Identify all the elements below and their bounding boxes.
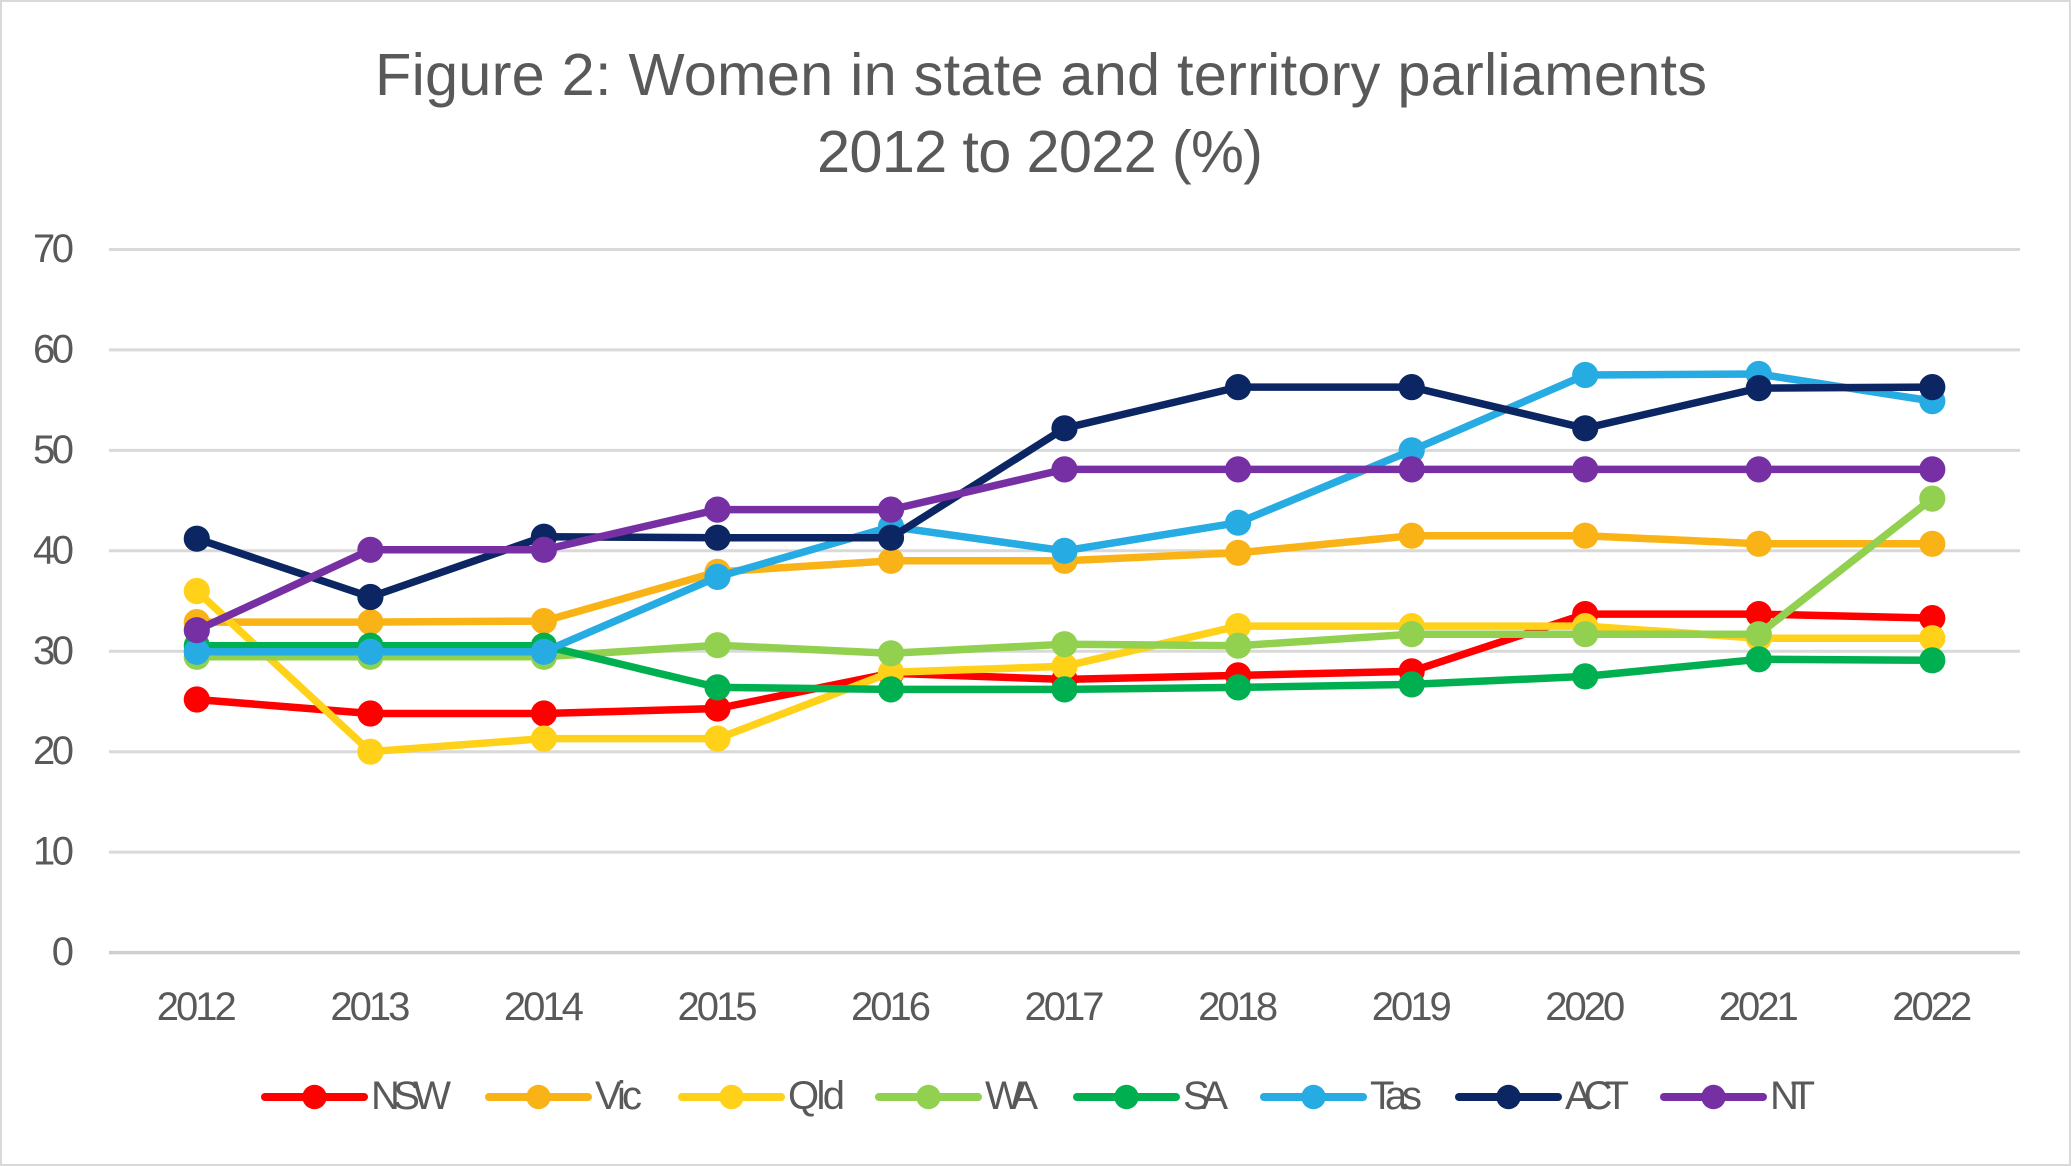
svg-text:Qld: Qld (788, 1074, 845, 1118)
svg-text:2012 to 2022 (%): 2012 to 2022 (%) (817, 118, 1263, 185)
svg-text:70: 70 (33, 227, 74, 271)
svg-text:Vic: Vic (595, 1074, 642, 1118)
svg-text:2018: 2018 (1198, 985, 1278, 1029)
svg-text:NSW: NSW (371, 1074, 451, 1118)
svg-text:2013: 2013 (330, 985, 410, 1029)
svg-text:2014: 2014 (504, 985, 584, 1029)
svg-text:20: 20 (33, 729, 74, 773)
svg-text:2020: 2020 (1545, 985, 1625, 1029)
svg-text:2022: 2022 (1892, 985, 1972, 1029)
svg-text:Figure 2: Women in state and t: Figure 2: Women in state and territory p… (375, 41, 1707, 108)
svg-text:Tas: Tas (1370, 1074, 1422, 1118)
svg-text:2021: 2021 (1719, 985, 1799, 1029)
svg-text:0: 0 (52, 930, 74, 974)
svg-text:60: 60 (33, 327, 74, 371)
svg-text:30: 30 (33, 629, 74, 673)
svg-text:WA: WA (985, 1074, 1038, 1118)
svg-text:2012: 2012 (157, 985, 237, 1029)
svg-text:50: 50 (33, 428, 74, 472)
svg-text:40: 40 (33, 528, 74, 572)
svg-text:2016: 2016 (851, 985, 931, 1029)
svg-text:10: 10 (33, 830, 74, 874)
svg-text:2015: 2015 (678, 985, 758, 1029)
svg-text:SA: SA (1183, 1074, 1228, 1118)
svg-text:ACT: ACT (1565, 1074, 1629, 1118)
svg-text:2017: 2017 (1025, 985, 1105, 1029)
svg-text:NT: NT (1770, 1074, 1815, 1118)
svg-text:2019: 2019 (1372, 985, 1452, 1029)
